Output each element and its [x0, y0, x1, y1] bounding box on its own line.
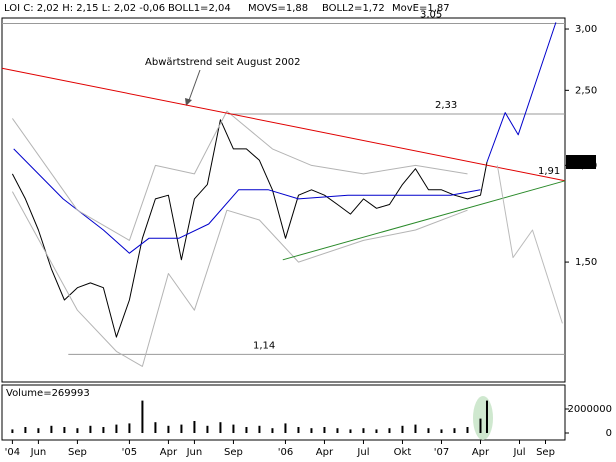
volume-bar [102, 427, 105, 433]
volume-bar [271, 428, 274, 433]
volume-bar [427, 428, 430, 433]
price-series [11, 191, 468, 367]
volume-bar [453, 428, 456, 433]
indicator-label: BOLL1=2,04 [168, 3, 231, 14]
volume-bar [115, 424, 118, 433]
volume-bar [193, 421, 196, 433]
x-tick-label: Apr [160, 447, 178, 458]
price-frame [1, 17, 566, 383]
volume-bar [440, 429, 443, 433]
forecast-line [496, 165, 563, 324]
x-tick-label: '07 [434, 447, 449, 458]
volume-bar [323, 427, 326, 433]
volume-bar [388, 428, 391, 433]
volume-bar [89, 425, 92, 433]
x-tick-label: Sep [224, 447, 243, 458]
x-tick-label: '05 [122, 447, 137, 458]
indicator-label: MOVS=1,88 [248, 3, 308, 14]
volume-bar [284, 423, 287, 433]
x-tick-label: Sep [536, 447, 555, 458]
volume-bar [63, 427, 66, 433]
volume-bar [401, 425, 404, 433]
annotation-arrow [187, 69, 201, 104]
x-tick-label: '06 [278, 447, 293, 458]
x-tick-label: Sep [68, 447, 87, 458]
x-tick-label: Okt [394, 447, 412, 458]
x-tick-label: Jun [186, 447, 203, 458]
volume-bar [258, 425, 261, 433]
volume-bar [245, 427, 248, 433]
volume-bar [141, 400, 144, 433]
volume-highlight [473, 396, 493, 440]
volume-frame [1, 384, 566, 441]
level-label: 2,33 [435, 100, 457, 111]
y-tick-label: 1,50 [575, 257, 597, 268]
indicator-label: BOLL2=1,72 [322, 3, 385, 14]
level-label: 1,14 [253, 340, 275, 351]
x-tick-label: Apr [472, 447, 490, 458]
y-tick-label: 2,50 [575, 85, 597, 96]
indicator-label: MovE=1,87 [392, 3, 450, 14]
volume-bar [479, 418, 482, 433]
x-tick-label: '04 [5, 447, 20, 458]
volume-bar [167, 425, 170, 433]
x-tick-label: Apr [316, 447, 334, 458]
volume-bar [11, 429, 14, 433]
volume-bar [349, 429, 352, 433]
price-series [13, 148, 481, 254]
arrow-head [185, 98, 192, 106]
volume-bar [310, 428, 313, 433]
volume-bar [219, 422, 222, 433]
x-tick-label: Jul [512, 447, 525, 458]
quote: LOI C: 2,02 H: 2,15 L: 2,02 -0,06 [4, 3, 165, 14]
level-label: 3,05 [420, 9, 442, 20]
volume-bar [336, 428, 339, 433]
x-tick-label: Jul [356, 447, 369, 458]
volume-bar [76, 428, 79, 433]
trend-line [1, 67, 566, 182]
volume-bar [414, 424, 417, 433]
volume-bar [297, 427, 300, 433]
y-tick-label: 2000000 [567, 404, 612, 415]
volume-bar [485, 400, 488, 433]
trend-line [282, 180, 566, 261]
volume-bar [232, 424, 235, 433]
x-tick-label: Jun [30, 447, 47, 458]
price-series [11, 119, 488, 338]
volume-bar [180, 424, 183, 433]
volume-bar [37, 428, 40, 433]
y-tick-label: 3,00 [575, 24, 597, 35]
annotation: Abwärtstrend seit August 2002 [145, 57, 300, 68]
last-price-box [566, 155, 596, 170]
volume-bar [128, 423, 131, 433]
volume-bar [154, 422, 157, 433]
y-tick-label: 0 [606, 428, 612, 439]
price-series [11, 110, 468, 241]
last-price-label: 2,02 [569, 157, 591, 168]
volume-bar [466, 427, 469, 433]
apex-label: 1,91 [538, 166, 560, 177]
volume-bar [50, 425, 53, 433]
volume-bar [375, 429, 378, 433]
forecast-line [486, 22, 557, 163]
volume-bar [362, 428, 365, 433]
volume-title: Volume=269993 [6, 388, 90, 399]
volume-bar [24, 427, 27, 433]
volume-bar [206, 425, 209, 433]
